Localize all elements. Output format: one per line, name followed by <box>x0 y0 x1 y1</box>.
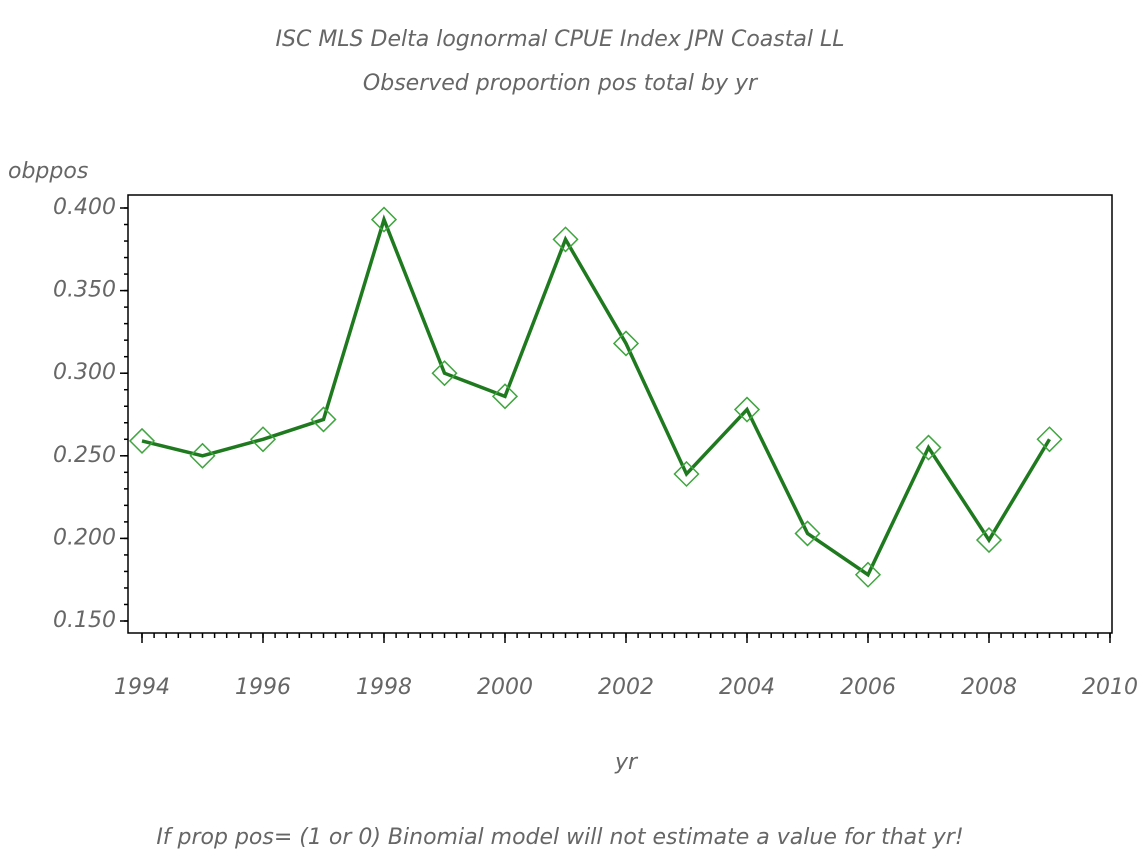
x-tick-label: 2004 <box>719 675 775 700</box>
data-marker <box>189 442 216 469</box>
x-tick-label: 1996 <box>235 675 291 700</box>
data-marker <box>612 330 640 357</box>
x-tick-label: 2000 <box>477 675 533 700</box>
data-marker <box>1036 426 1063 453</box>
x-tick-label: 2008 <box>961 675 1017 700</box>
x-tick-label: 2002 <box>598 675 654 700</box>
y-tick-label: 0.350 <box>53 278 116 303</box>
data-marker <box>249 426 277 453</box>
x-tick-label: 2010 <box>1082 675 1138 700</box>
y-axis-label: obppos <box>8 159 88 184</box>
data-marker <box>431 360 458 387</box>
chart-subtitle: Observed proportion pos total by yr <box>363 71 759 96</box>
data-marker <box>975 526 1003 554</box>
data-marker <box>128 427 156 454</box>
data-marker <box>491 383 519 410</box>
y-tick-label: 0.200 <box>53 525 116 550</box>
x-tick-label: 1998 <box>356 675 412 700</box>
data-marker <box>673 460 700 488</box>
y-tick-label: 0.250 <box>53 443 116 468</box>
plot-frame <box>127 194 1113 634</box>
chart-title: ISC MLS Delta lognormal CPUE Index JPN C… <box>276 27 845 52</box>
data-marker <box>310 406 337 433</box>
data-marker <box>915 434 942 461</box>
y-tick-label: 0.150 <box>53 608 116 633</box>
data-line <box>141 214 1052 578</box>
footnote: If prop pos= (1 or 0) Binomial model wil… <box>156 825 963 850</box>
x-tick-label: 1994 <box>114 675 170 700</box>
data-marker <box>854 561 882 588</box>
x-tick-label: 2006 <box>840 675 896 700</box>
data-marker <box>733 396 761 423</box>
data-marker <box>794 520 821 547</box>
y-tick-label: 0.400 <box>53 195 116 220</box>
y-tick-label: 0.300 <box>53 360 116 385</box>
data-marker <box>552 226 579 253</box>
x-axis-label: yr <box>614 750 639 775</box>
data-marker <box>370 206 398 233</box>
